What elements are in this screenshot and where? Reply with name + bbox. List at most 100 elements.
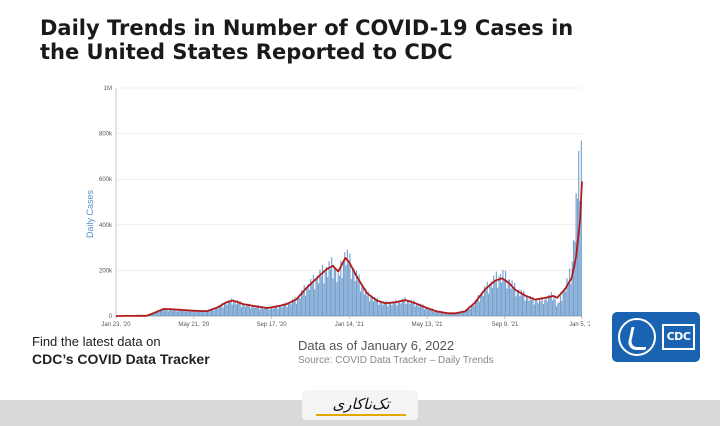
- daily-case-bar: [396, 305, 398, 316]
- daily-case-bar: [376, 297, 378, 316]
- data-tracker-callout: Find the latest data on CDC’s COVID Data…: [32, 334, 272, 368]
- daily-case-bar: [225, 302, 227, 316]
- daily-case-bar: [493, 275, 495, 316]
- daily-case-bar: [299, 298, 301, 316]
- daily-case-bar: [536, 299, 538, 316]
- daily-case-bar: [463, 311, 465, 316]
- x-tick-label: Jan 5, '22: [569, 322, 590, 328]
- daily-case-bars: [116, 140, 582, 316]
- daily-case-bar: [544, 299, 546, 316]
- daily-case-bar: [265, 308, 267, 316]
- daily-case-bar: [175, 308, 177, 316]
- daily-case-bar: [531, 299, 533, 316]
- daily-case-bar: [412, 302, 414, 316]
- daily-case-bar: [163, 308, 165, 316]
- daily-case-bar: [486, 281, 488, 316]
- data-as-of: Data as of January 6, 2022: [298, 338, 455, 353]
- daily-case-bar: [378, 305, 380, 316]
- daily-case-bar: [318, 283, 320, 316]
- daily-case-bar: [439, 312, 441, 316]
- y-tick-label: 0: [109, 314, 113, 320]
- daily-case-bar: [255, 305, 257, 316]
- daily-case-bar: [388, 303, 390, 316]
- daily-case-bar: [201, 311, 203, 316]
- daily-case-bar: [548, 294, 550, 316]
- daily-case-bar: [365, 288, 367, 316]
- daily-case-bar: [550, 292, 552, 316]
- daily-case-bar: [450, 313, 452, 316]
- daily-case-bar: [354, 280, 356, 316]
- daily-case-bar: [527, 295, 529, 316]
- daily-case-bar: [294, 296, 296, 316]
- daily-case-bar: [295, 303, 297, 316]
- daily-case-bar: [518, 289, 520, 316]
- daily-case-bar: [426, 307, 428, 316]
- chart-title: Daily Trends in Number of COVID-19 Cases…: [40, 16, 600, 64]
- daily-case-bar: [499, 273, 501, 316]
- daily-case-bar: [538, 298, 541, 316]
- daily-case-bar: [389, 302, 392, 316]
- daily-case-bar: [291, 299, 294, 316]
- daily-case-bar: [359, 291, 361, 316]
- daily-case-bar: [448, 313, 450, 316]
- daily-case-bar: [338, 275, 341, 316]
- daily-case-bar: [329, 269, 331, 316]
- daily-case-bar: [438, 311, 440, 316]
- daily-case-bar: [565, 291, 567, 316]
- daily-case-bar: [427, 309, 429, 316]
- daily-case-bar: [287, 303, 290, 316]
- daily-case-bar: [274, 307, 277, 316]
- daily-case-bar: [327, 277, 329, 316]
- daily-case-bar: [431, 308, 433, 316]
- daily-case-bar: [162, 310, 164, 316]
- daily-case-bar: [302, 292, 304, 316]
- daily-case-bar: [392, 300, 394, 316]
- daily-case-bar: [435, 310, 437, 316]
- daily-case-bar: [212, 307, 214, 316]
- daily-case-bar: [311, 283, 313, 316]
- daily-case-bar: [382, 304, 384, 316]
- daily-case-bar: [519, 296, 521, 316]
- daily-case-bar: [285, 302, 287, 316]
- daily-case-bar: [331, 257, 333, 316]
- daily-case-bar: [469, 309, 471, 316]
- y-tick-label: 400k: [99, 223, 113, 229]
- daily-case-bar: [409, 303, 411, 316]
- daily-case-bar: [222, 307, 224, 316]
- daily-case-bar: [257, 305, 260, 316]
- daily-case-bar: [437, 312, 439, 316]
- daily-case-bar: [182, 309, 184, 316]
- daily-case-bar: [516, 290, 518, 316]
- daily-case-bar: [183, 310, 185, 316]
- daily-case-bar: [515, 296, 517, 316]
- daily-case-bar: [290, 304, 292, 316]
- daily-case-bar: [158, 312, 160, 316]
- daily-case-bar: [414, 306, 416, 316]
- daily-case-bar: [545, 298, 547, 316]
- daily-case-bar: [268, 309, 270, 316]
- daily-case-bar: [303, 285, 305, 316]
- daily-case-bar: [465, 309, 467, 316]
- daily-case-bar: [506, 288, 508, 316]
- y-tick-label: 800k: [99, 132, 113, 138]
- x-tick-label: May 13, '21: [412, 322, 443, 328]
- daily-case-bar: [346, 249, 348, 316]
- daily-case-bar: [529, 295, 531, 316]
- daily-case-bar: [189, 311, 192, 316]
- daily-case-bar: [223, 303, 226, 316]
- daily-case-bar: [425, 307, 427, 316]
- daily-case-bar: [276, 304, 278, 316]
- daily-case-bar: [250, 308, 252, 316]
- daily-case-bar: [554, 299, 556, 316]
- daily-case-bar: [558, 302, 560, 316]
- daily-case-bar: [507, 279, 509, 316]
- daily-case-bar: [404, 297, 406, 316]
- daily-case-bar: [474, 299, 477, 316]
- daily-case-bar: [321, 265, 324, 316]
- daily-case-bar: [315, 278, 317, 316]
- daily-case-bar: [472, 303, 474, 316]
- daily-case-bar: [312, 274, 314, 316]
- daily-case-bar: [393, 303, 395, 316]
- daily-case-bar: [421, 306, 423, 316]
- daily-case-bar: [501, 282, 503, 316]
